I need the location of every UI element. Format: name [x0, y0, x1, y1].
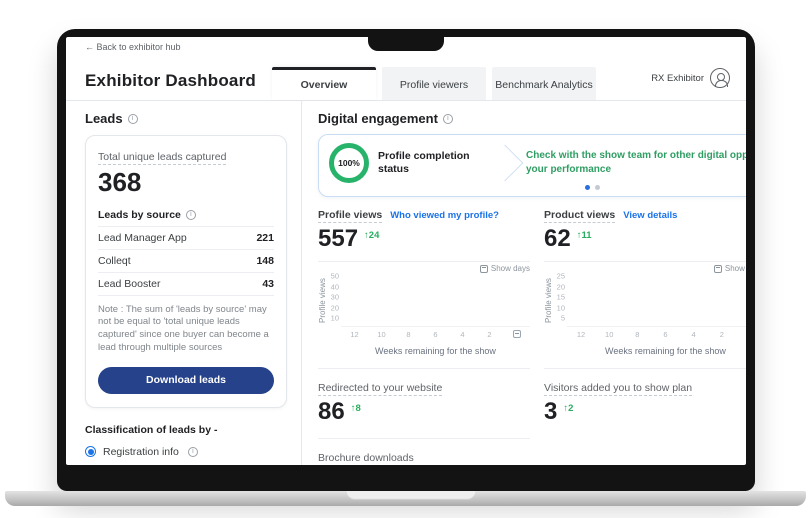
user-menu[interactable]: RX Exhibitor	[651, 68, 730, 100]
source-value: 43	[262, 277, 274, 290]
redirected-value: 86	[318, 398, 345, 426]
tab-profile-viewers[interactable]: Profile viewers	[382, 67, 486, 100]
total-leads-label: Total unique leads captured	[98, 151, 227, 165]
calendar-icon	[713, 264, 722, 273]
profile-views-delta: ↑24	[364, 230, 380, 241]
profile-views-chart: Show days Profile views 10 20 30 40 50 12 10 8…	[318, 261, 530, 356]
redirected-label: Redirected to your website	[318, 382, 443, 397]
leads-title-text: Leads	[85, 111, 123, 126]
back-to-exhibitor-hub-link[interactable]: ← Back to exhibitor hub	[85, 42, 181, 52]
source-value: 148	[256, 254, 274, 267]
leads-note: Note : The sum of 'leads by source' may …	[98, 303, 269, 354]
leads-by-source-label: Leads by source	[98, 208, 181, 221]
carousel-dot-1[interactable]	[585, 185, 590, 190]
view-details-link[interactable]: View details	[623, 210, 678, 221]
tab-benchmark-analytics[interactable]: Benchmark Analytics	[492, 67, 596, 100]
y-axis-label: Profile views	[318, 278, 327, 324]
source-name: Lead Manager App	[98, 231, 187, 244]
classification-section: Classification of leads by - Registratio…	[85, 424, 287, 465]
x-axis-label: Weeks remaining for the show	[375, 346, 496, 357]
completion-label: Profile completion status	[378, 149, 470, 175]
y-axis-ticks: 10 20 30 40 50	[330, 271, 339, 323]
chevron-right-icon	[486, 144, 524, 182]
leads-by-source-header: Leads by source i	[98, 209, 274, 227]
classification-title: Classification of leads by -	[85, 423, 218, 436]
app-screen: ← Back to exhibitor hub Exhibitor Dashbo…	[66, 37, 746, 465]
user-avatar-icon[interactable]	[710, 68, 730, 88]
info-icon[interactable]: i	[187, 446, 198, 457]
show-plan-label: Visitors added you to show plan	[544, 382, 693, 397]
show-plan-value: 3	[544, 398, 558, 426]
leads-by-source-info-icon[interactable]: i	[185, 209, 196, 220]
show-days-label: Show days	[724, 264, 746, 274]
y-axis-label: Profile views	[544, 278, 553, 324]
carousel-dot-2[interactable]	[595, 185, 600, 190]
digital-engagement-panel: Digital engagement i 100% Profile comple…	[302, 101, 746, 465]
completion-message: Check with the show team for other digit…	[526, 150, 746, 175]
who-viewed-profile-link[interactable]: Who viewed my profile?	[390, 210, 499, 221]
radio-registration-info[interactable]: Registration info i	[85, 446, 287, 458]
y-axis-ticks: 5 10 15 20 25	[556, 271, 565, 323]
leads-info-icon[interactable]: i	[127, 113, 138, 124]
leads-source-row: Lead Manager App 221	[98, 227, 274, 250]
product-views-delta: ↑11	[576, 230, 592, 241]
total-leads-value: 368	[98, 167, 142, 197]
banner-carousel	[329, 185, 746, 192]
redirected-delta: ↑8	[350, 403, 361, 415]
x-axis-label: Weeks remaining for the show	[605, 346, 726, 357]
x-axis-ticks: 12 10 8 6 4 2	[567, 330, 746, 340]
leads-source-row: Lead Booster 43	[98, 273, 274, 296]
show-days-label: Show days	[490, 264, 530, 274]
download-leads-button[interactable]: Download leads	[98, 366, 274, 394]
digital-section-title: Digital engagement i	[318, 111, 746, 126]
brochure-label: Brochure downloads	[318, 451, 414, 465]
profile-views-label: Profile views	[318, 209, 383, 223]
leads-summary-card: Total unique leads captured 368 Leads by…	[85, 135, 287, 408]
app-header: Exhibitor Dashboard Overview Profile view…	[66, 55, 746, 101]
laptop-base	[5, 491, 806, 506]
user-name: RX Exhibitor	[651, 72, 704, 84]
radio-label: Registration info	[103, 445, 179, 458]
source-name: Colleqt	[98, 254, 131, 267]
radio-button[interactable]	[85, 446, 96, 458]
x-axis-ticks: 12 10 8 6 4 2	[341, 330, 530, 340]
leads-source-list: Lead Manager App 221 Colleqt 148 Lead Booste…	[98, 227, 274, 296]
digital-title-text: Digital engagement	[318, 111, 438, 126]
product-views-label: Product views	[544, 209, 616, 223]
show-plan-delta: ↑2	[563, 403, 574, 415]
completion-ring: 100%	[329, 143, 369, 183]
source-name: Lead Booster	[98, 277, 161, 290]
bar-plot	[341, 275, 530, 328]
profile-views-value: 557	[318, 225, 359, 252]
profile-completion-banner: 100% Profile completion status Check wit…	[318, 134, 746, 197]
leads-panel: Leads i Total unique leads captured 368 …	[66, 101, 302, 465]
completion-percent: 100%	[338, 158, 360, 168]
classification-radio-group: Registration infoiRatingiTimelinei	[85, 446, 287, 465]
tab-bar: Overview Profile viewers Benchmark Analyti…	[272, 67, 596, 100]
laptop-base-notch	[346, 491, 476, 500]
bar-plot	[567, 275, 746, 328]
tab-overview[interactable]: Overview	[272, 67, 376, 100]
source-value: 221	[256, 231, 274, 244]
laptop-notch	[368, 29, 444, 51]
calendar-icon[interactable]	[512, 330, 521, 339]
page-title: Exhibitor Dashboard	[85, 71, 256, 90]
show-days-toggle[interactable]: Show days	[318, 264, 530, 273]
calendar-icon	[479, 264, 488, 273]
leads-section-title: Leads i	[85, 111, 287, 126]
product-views-value: 62	[544, 225, 571, 252]
leads-source-row: Colleqt 148	[98, 250, 274, 273]
digital-info-icon[interactable]: i	[442, 113, 453, 124]
show-days-toggle[interactable]: Show days	[544, 264, 746, 273]
